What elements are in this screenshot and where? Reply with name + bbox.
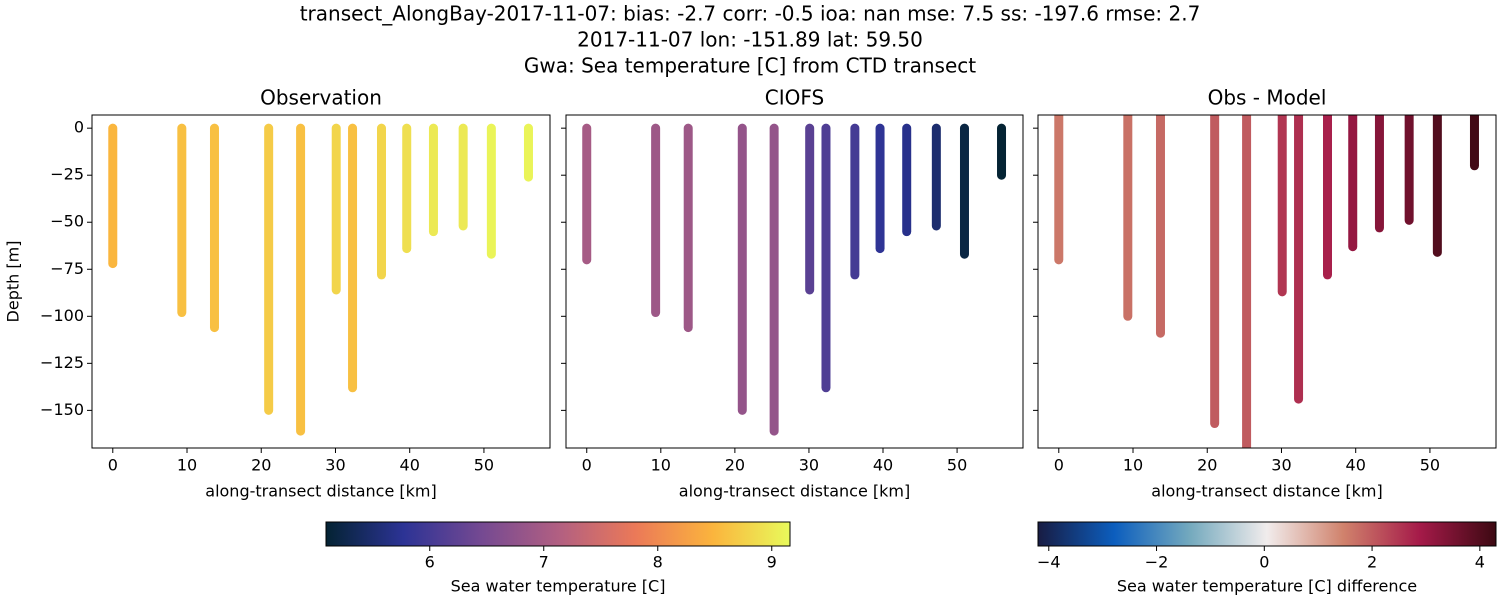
suptitle: 2017-11-07 lon: -151.89 lat: 59.50 xyxy=(577,28,923,52)
x-tick-label: 10 xyxy=(177,456,197,475)
x-tick-label: 50 xyxy=(1420,456,1440,475)
colorbar xyxy=(325,521,791,547)
colorbar-tick-label: 2 xyxy=(1367,553,1377,572)
x-tick-label: 50 xyxy=(474,456,494,475)
y-axis-label: Depth [m] xyxy=(4,241,23,323)
x-tick-label: 50 xyxy=(947,456,967,475)
axes-frame xyxy=(1037,114,1497,449)
x-tick-label: 30 xyxy=(325,456,345,475)
x-tick-label: 0 xyxy=(108,456,118,475)
colorbar-tick-label: 4 xyxy=(1475,553,1485,572)
colorbar-tick-label: 6 xyxy=(425,553,435,572)
colorbar-tick-label: 0 xyxy=(1259,553,1269,572)
x-axis-label: along-transect distance [km] xyxy=(679,482,910,501)
suptitle: transect_AlongBay-2017-11-07: bias: -2.7… xyxy=(300,2,1201,26)
x-tick-label: 30 xyxy=(1271,456,1291,475)
panel-title: CIOFS xyxy=(765,86,824,110)
y-tick-label: −125 xyxy=(40,353,84,372)
suptitle: Gwa: Sea temperature [C] from CTD transe… xyxy=(524,54,976,78)
colorbar-tick-label: 9 xyxy=(767,553,777,572)
y-tick-label: −25 xyxy=(50,165,84,184)
y-tick-label: 0 xyxy=(74,118,84,137)
panel-title: Obs - Model xyxy=(1208,86,1327,110)
x-tick-label: 20 xyxy=(725,456,745,475)
y-tick-label: −75 xyxy=(50,259,84,278)
x-axis-label: along-transect distance [km] xyxy=(1151,482,1382,501)
x-tick-label: 30 xyxy=(799,456,819,475)
x-tick-label: 20 xyxy=(251,456,271,475)
y-tick-label: −100 xyxy=(40,306,84,325)
x-tick-label: 40 xyxy=(1346,456,1366,475)
axes-frame xyxy=(91,114,551,449)
colorbar xyxy=(1037,521,1497,547)
axes-frame xyxy=(565,114,1024,449)
x-tick-label: 10 xyxy=(651,456,671,475)
colorbar-tick-label: 8 xyxy=(653,553,663,572)
x-tick-label: 40 xyxy=(873,456,893,475)
y-tick-label: −50 xyxy=(50,212,84,231)
x-tick-label: 0 xyxy=(582,456,592,475)
colorbar-tick-label: 7 xyxy=(539,553,549,572)
colorbar-label: Sea water temperature [C] difference xyxy=(1117,577,1417,596)
x-tick-label: 40 xyxy=(400,456,420,475)
colorbar-label: Sea water temperature [C] xyxy=(451,577,666,596)
x-tick-label: 10 xyxy=(1123,456,1143,475)
x-tick-label: 0 xyxy=(1054,456,1064,475)
panel-title: Observation xyxy=(260,86,382,110)
x-axis-label: along-transect distance [km] xyxy=(205,482,436,501)
colorbar-tick-label: −4 xyxy=(1037,553,1061,572)
y-tick-label: −150 xyxy=(40,400,84,419)
colorbar-tick-label: −2 xyxy=(1145,553,1169,572)
x-tick-label: 20 xyxy=(1197,456,1217,475)
